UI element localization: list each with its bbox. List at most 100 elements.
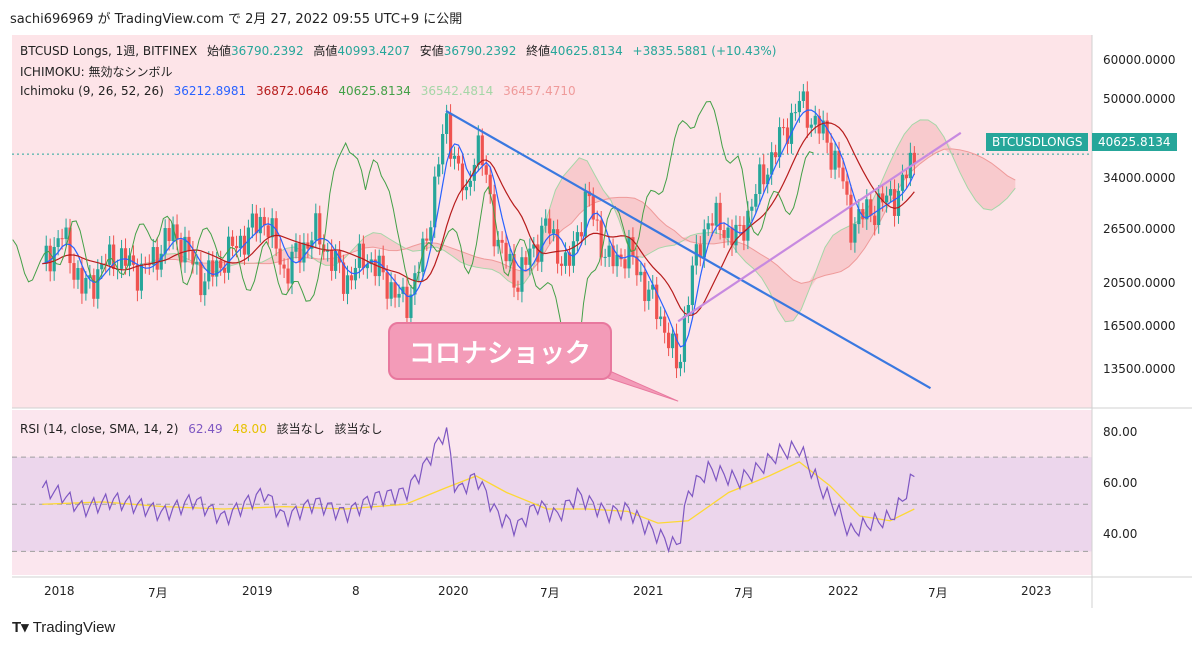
candle-body <box>885 195 889 203</box>
ichimoku-span-b <box>143 148 1016 284</box>
candle-body <box>865 199 869 220</box>
rsi-tick-80: 80.00 <box>1103 425 1138 439</box>
candle-body <box>92 275 96 299</box>
candle-body <box>199 261 203 296</box>
candle-body <box>44 245 48 264</box>
candle-body <box>302 242 306 263</box>
candle-body <box>536 244 540 262</box>
time-tick: 2019 <box>242 584 273 598</box>
candle-body <box>377 255 381 277</box>
candle-body <box>623 259 627 269</box>
candle-body <box>175 224 179 240</box>
candle-body <box>155 247 159 270</box>
candle-body <box>425 238 429 241</box>
candle-body <box>833 150 837 170</box>
candle-body <box>702 229 706 258</box>
ichimoku-v2: 36872.0646 <box>256 84 329 98</box>
candle-body <box>496 239 500 247</box>
candle-body <box>131 255 136 265</box>
legend-line2[interactable]: ICHIMOKU: 無効なシンボル <box>20 65 173 79</box>
price-tick-50000: 50000.0000 <box>1103 92 1176 106</box>
candle-body <box>853 224 857 243</box>
candle-body <box>163 228 167 254</box>
legend-open-label: 始値 <box>207 44 232 58</box>
ichimoku-name[interactable]: Ichimoku (9, 26, 52, 26) <box>20 84 164 98</box>
candle-body <box>655 284 659 320</box>
time-tick: 2018 <box>44 584 75 598</box>
candle-body <box>607 245 611 257</box>
candle-body <box>365 264 369 269</box>
ichimoku-v1: 36212.8981 <box>173 84 247 98</box>
candle-body <box>659 316 663 320</box>
candle-body <box>774 152 778 158</box>
candle-body <box>445 113 449 134</box>
candle-body <box>460 163 465 191</box>
rsi-v2: 48.00 <box>232 422 267 436</box>
candle-body <box>381 255 385 273</box>
candle-body <box>492 194 496 247</box>
candle-body <box>254 213 258 234</box>
ichimoku-base-line <box>42 122 915 316</box>
candle-body <box>873 215 877 226</box>
candle-body <box>869 199 873 216</box>
ichimoku-conversion-line <box>42 109 915 348</box>
candle-body <box>674 333 679 369</box>
candle-body <box>651 284 655 290</box>
candle-body <box>56 238 60 247</box>
candle-body <box>599 220 603 258</box>
candle-body <box>250 213 254 228</box>
corona-shock-callout: コロナショック <box>388 322 612 380</box>
candle-body <box>726 227 730 238</box>
candle-body <box>730 227 734 246</box>
candle-body <box>758 164 762 195</box>
candle-body <box>270 218 274 238</box>
candle-body <box>266 225 270 238</box>
candle-body <box>64 227 68 240</box>
candle-body <box>555 229 560 264</box>
candle-body <box>191 251 195 265</box>
candle-body <box>361 243 365 269</box>
candle-body <box>809 124 813 128</box>
candle-body <box>686 305 691 317</box>
candle-body <box>563 252 568 266</box>
ichimoku-v3: 40625.8134 <box>338 84 411 98</box>
legend-line3: Ichimoku (9, 26, 52, 26) 36212.8981 3687… <box>20 84 582 98</box>
footer-text: TradingView <box>32 619 116 636</box>
price-tick-16500: 16500.0000 <box>1103 319 1176 333</box>
candle-body <box>797 100 801 113</box>
candle-body <box>766 174 770 185</box>
ichimoku-v4: 36542.4814 <box>420 84 494 98</box>
candle-body <box>452 155 457 159</box>
time-tick: 2021 <box>633 584 664 598</box>
candle-body <box>448 113 453 159</box>
candle-body <box>464 186 469 191</box>
candle-body <box>183 236 187 263</box>
legend-symbol[interactable]: BTCUSD Longs, 1週, BITFINEX <box>20 44 198 58</box>
candle-body <box>393 282 397 298</box>
candle-body <box>670 333 675 349</box>
candle-body <box>472 164 476 181</box>
candle-body <box>294 243 298 252</box>
legend-line1: BTCUSD Longs, 1週, BITFINEX 始値36790.2392 … <box>20 42 782 59</box>
rsi-name[interactable]: RSI (14, close, SMA, 14, 2) <box>20 422 179 436</box>
candle-body <box>345 275 350 294</box>
legend-low-label: 安値 <box>419 44 444 58</box>
candle-body <box>559 263 564 266</box>
legend-open: 36790.2392 <box>231 44 304 58</box>
candle-body <box>698 244 702 258</box>
candle-body <box>682 316 687 362</box>
time-tick: 8 <box>352 584 360 598</box>
ichimoku-lagging-line <box>12 101 814 372</box>
candle-body <box>480 135 484 166</box>
candle-body <box>147 264 151 266</box>
time-tick: 2020 <box>438 584 469 598</box>
legend-close: 40625.8134 <box>550 44 623 58</box>
candle-body <box>405 286 409 318</box>
symbol-badge: BTCUSDLONGS <box>986 133 1089 151</box>
candle-body <box>357 243 361 268</box>
candle-body <box>532 244 536 249</box>
candle-body <box>286 268 290 284</box>
candle-body <box>441 133 445 165</box>
candle-body <box>230 236 235 246</box>
